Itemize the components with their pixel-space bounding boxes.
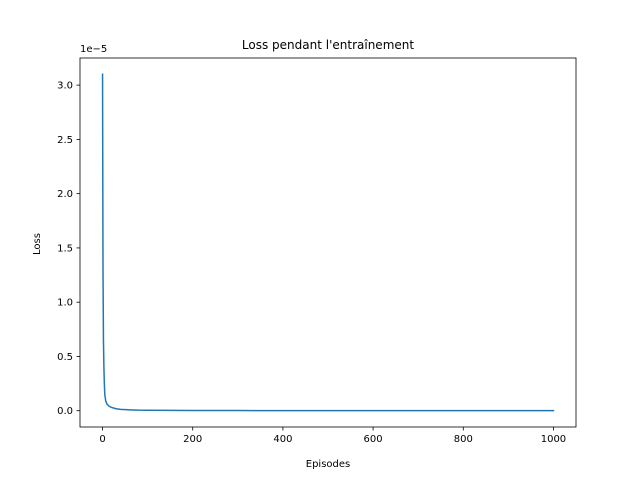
y-tick-label: 0.5	[57, 352, 73, 363]
y-tick-label: 1.0	[57, 298, 73, 309]
y-tick-label: 1.5	[57, 243, 73, 254]
x-axis-label: Episodes	[306, 459, 350, 470]
plot-frame	[79, 57, 577, 428]
x-tick-label: 1000	[541, 434, 566, 445]
y-tick-label: 2.5	[57, 135, 73, 146]
x-tick-label: 600	[364, 434, 383, 445]
plot-area: 0 200 400 600 800 1000 0.0 0.5 1.0 1.5 2.0 2.5 3.0	[57, 57, 577, 445]
y-tick-label: 2.0	[57, 189, 73, 200]
x-tick-label: 0	[99, 434, 105, 445]
x-tick-label: 200	[183, 434, 202, 445]
y-offset-label: 1e−5	[80, 44, 107, 55]
x-tick-label: 400	[273, 434, 292, 445]
x-tick-label: 800	[454, 434, 473, 445]
y-tick-label: 0.0	[57, 406, 73, 417]
series-line-0	[101, 73, 555, 412]
chart-title: Loss pendant l'entraînement	[242, 38, 414, 52]
y-axis-label: Loss	[32, 233, 43, 255]
y-tick-label: 3.0	[57, 81, 73, 92]
